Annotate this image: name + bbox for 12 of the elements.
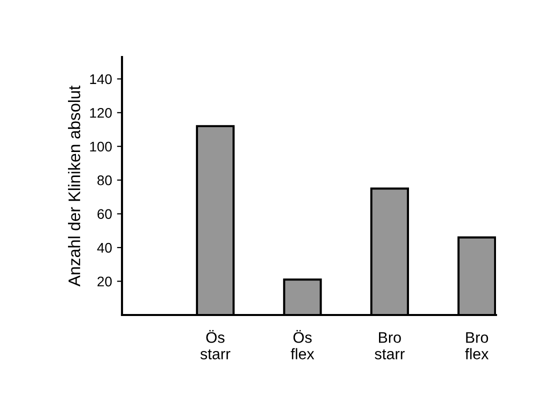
y-tick-label: 80: [97, 175, 112, 186]
y-tick-label: 60: [98, 209, 112, 219]
y-tick-label: 100: [90, 142, 112, 152]
y-axis-title: Anzahl der Kliniken absolut: [68, 86, 80, 286]
y-tick-label: 40: [97, 242, 112, 253]
x-tick-label: Bro starr: [374, 332, 405, 360]
y-tick-label: 140: [90, 74, 112, 84]
x-tick-label: Ös starr: [200, 330, 230, 360]
y-tick-label: 20: [98, 276, 112, 286]
x-tick-label: Bro flex: [465, 332, 489, 360]
y-tick-label: 120: [90, 108, 112, 118]
x-tick-label: Ös flex: [290, 330, 314, 360]
